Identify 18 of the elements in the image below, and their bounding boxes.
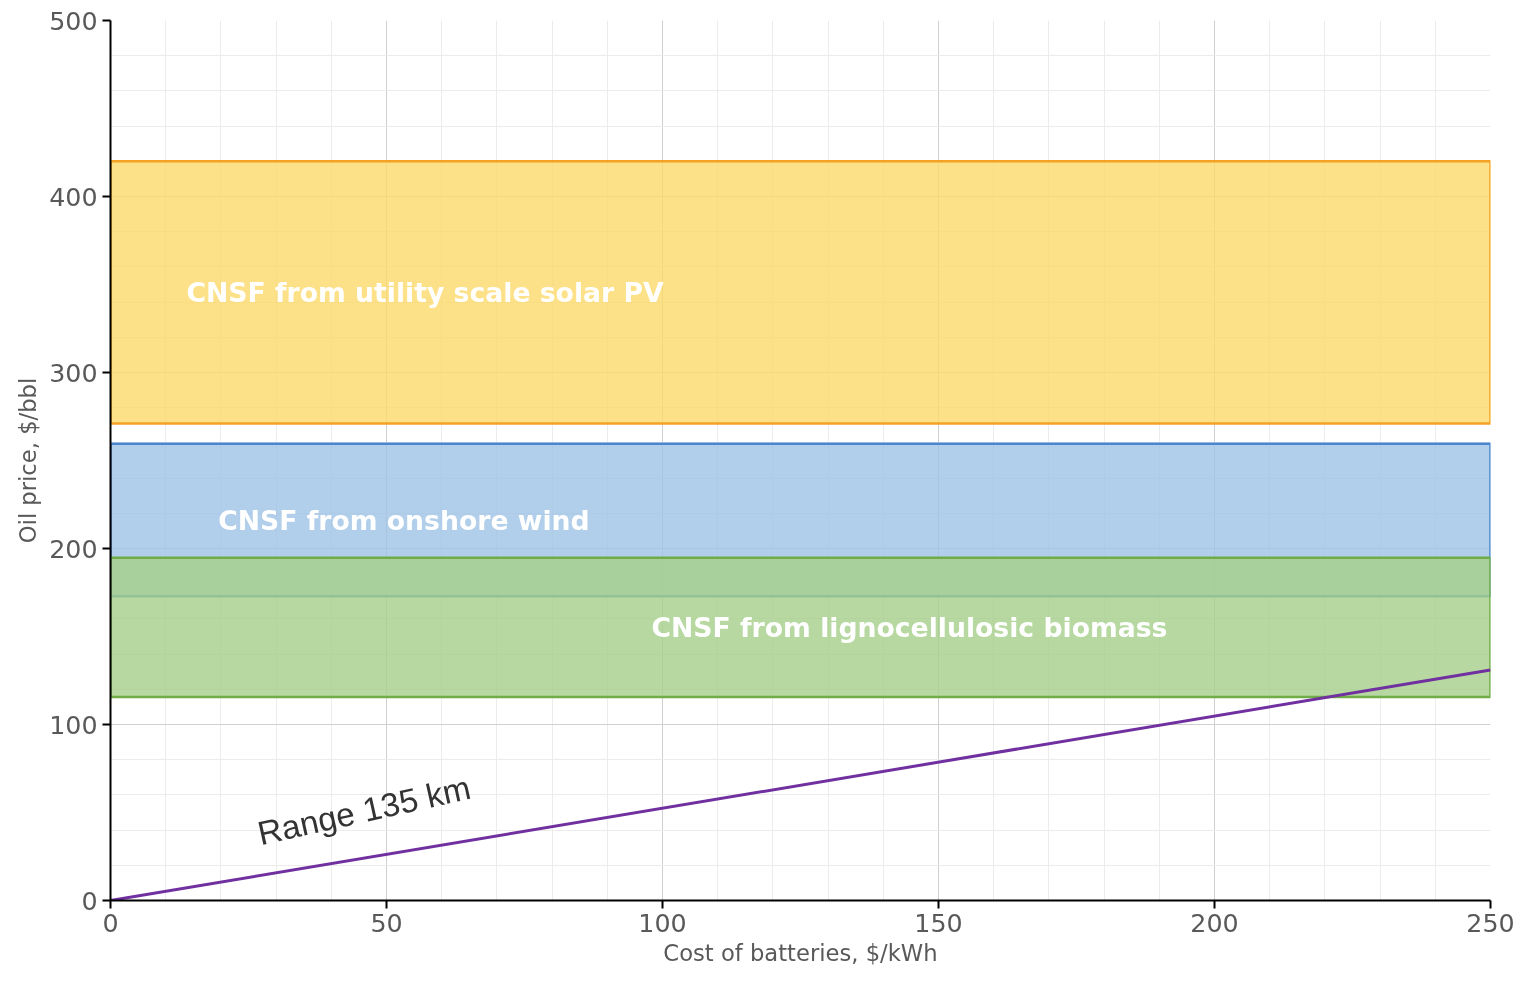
y-tick-label: 400 bbox=[49, 181, 98, 212]
x-tick-label: 0 bbox=[102, 907, 119, 938]
y-tick-label: 0 bbox=[81, 885, 98, 916]
band-label: CNSF from onshore wind bbox=[218, 504, 590, 536]
y-tick-label: 100 bbox=[49, 709, 98, 740]
x-tick-label: 250 bbox=[1466, 907, 1515, 938]
x-axis-title: Cost of batteries, $/kWh bbox=[663, 939, 938, 966]
x-tick-label: 100 bbox=[638, 907, 687, 938]
y-tick-label: 500 bbox=[49, 5, 98, 36]
x-tick-label: 150 bbox=[914, 907, 963, 938]
annotation: Range 135 km bbox=[254, 769, 474, 853]
x-tick-label: 200 bbox=[1190, 907, 1239, 938]
y-axis-title: Oil price, $/bbl bbox=[15, 377, 42, 544]
y-tick-label: 200 bbox=[49, 533, 98, 564]
band-label: CNSF from utility scale solar PV bbox=[186, 276, 665, 308]
band-label: CNSF from lignocellulosic biomass bbox=[651, 611, 1168, 643]
x-tick-label: 50 bbox=[370, 907, 403, 938]
y-tick-label: 300 bbox=[49, 357, 98, 388]
